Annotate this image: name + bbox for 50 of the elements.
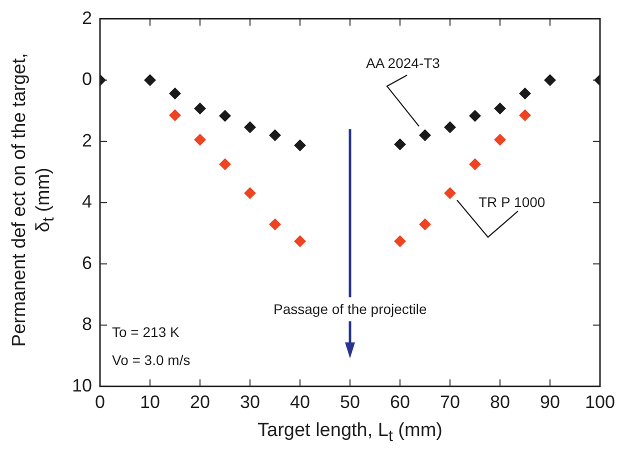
point — [419, 129, 431, 142]
y-tick-label: 6 — [82, 252, 92, 273]
point — [494, 102, 506, 115]
point — [169, 88, 181, 100]
text: AA 2024-T3 — [366, 55, 440, 72]
point — [144, 74, 156, 86]
y-tick-label: 4 — [82, 192, 92, 212]
y-tick-label: 2 — [82, 130, 92, 150]
point — [469, 158, 481, 170]
point — [219, 158, 231, 170]
x-tick-label: 30 — [240, 392, 260, 412]
point — [544, 74, 556, 86]
point — [244, 121, 256, 134]
annotation: To = 213 K — [112, 324, 180, 340]
point — [519, 88, 531, 100]
x-tick-label: 10 — [140, 392, 160, 412]
point — [444, 121, 456, 134]
point — [294, 139, 306, 152]
y-tick-label: 8 — [82, 314, 92, 334]
point — [169, 109, 181, 122]
point — [494, 134, 506, 146]
x-tick-label: 20 — [190, 392, 210, 412]
x-tick-label: 60 — [390, 392, 410, 412]
x-tick-label: 90 — [540, 392, 560, 412]
point — [194, 134, 206, 146]
x-tick-label: 50 — [340, 392, 360, 412]
point — [394, 138, 406, 150]
y-tick-label: 10 — [72, 375, 92, 396]
x-tick-label: 70 — [440, 392, 460, 412]
point — [244, 187, 256, 200]
point — [394, 235, 406, 248]
x-tick-label: 80 — [490, 392, 510, 412]
point — [269, 218, 281, 230]
x-axis-title: Target length, L$_{t}$ (mm) — [256, 420, 444, 446]
annotation: Passage of the projectile — [274, 301, 427, 318]
y-tick-label: 0 — [82, 69, 92, 90]
x-tick-label: 100 — [584, 392, 616, 412]
x-tick-label: 0 — [94, 392, 106, 412]
point — [419, 218, 431, 230]
point — [469, 110, 481, 122]
series-label: TR P 1000 — [478, 194, 546, 210]
annotation: Vo = 3.0 m/s — [112, 352, 190, 368]
point — [219, 110, 231, 122]
point — [269, 129, 281, 142]
x-tick-label: 40 — [290, 392, 310, 412]
point — [194, 102, 206, 115]
point — [519, 109, 531, 122]
y-tick-label: 2 — [82, 8, 92, 28]
point — [444, 187, 456, 200]
point — [294, 235, 306, 248]
